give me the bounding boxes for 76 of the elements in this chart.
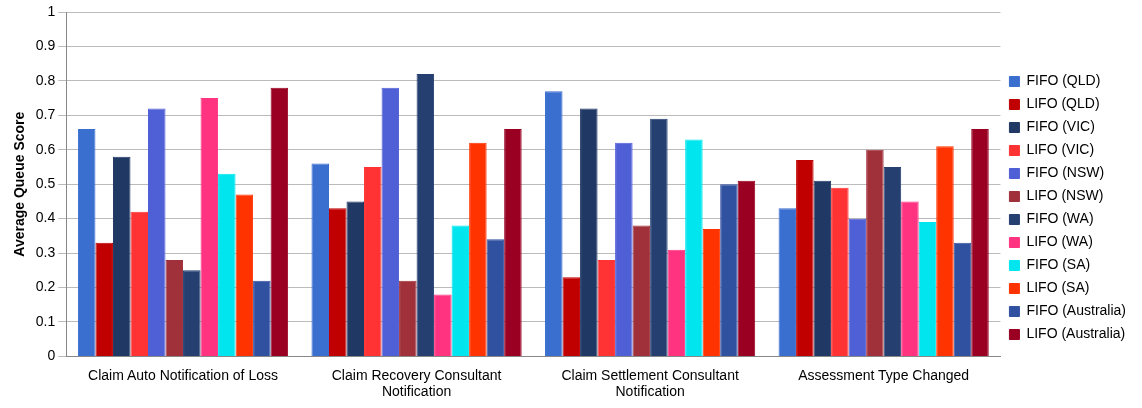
bar bbox=[936, 146, 954, 356]
legend-label: LIFO (VIC) bbox=[1026, 141, 1095, 158]
bar bbox=[562, 277, 581, 356]
bar bbox=[545, 91, 563, 356]
bar bbox=[434, 294, 452, 356]
y-tick-label: 0.1 bbox=[35, 312, 56, 329]
bar bbox=[918, 222, 937, 356]
bar bbox=[364, 166, 382, 356]
legend-label: LIFO (QLD) bbox=[1026, 95, 1100, 112]
bar bbox=[632, 225, 651, 356]
y-tick-label: 0.9 bbox=[35, 37, 56, 54]
legend-label: FIFO (Australia) bbox=[1026, 302, 1127, 319]
bar bbox=[253, 280, 271, 356]
y-tick-label: 1 bbox=[47, 2, 56, 19]
legend-label: LIFO (WA) bbox=[1026, 233, 1093, 250]
bar bbox=[813, 180, 832, 356]
bar bbox=[796, 160, 814, 356]
bar bbox=[580, 108, 598, 356]
y-tick-label: 0.5 bbox=[35, 175, 56, 192]
bar bbox=[737, 180, 756, 356]
bar bbox=[720, 184, 738, 356]
bar bbox=[831, 187, 849, 356]
bar bbox=[597, 259, 616, 356]
legend-label: FIFO (QLD) bbox=[1026, 72, 1101, 89]
legend-label: FIFO (WA) bbox=[1026, 210, 1094, 227]
bar bbox=[218, 173, 236, 356]
bar bbox=[971, 129, 989, 356]
bar bbox=[399, 280, 417, 356]
bar bbox=[883, 166, 902, 356]
bar bbox=[130, 211, 148, 356]
bar bbox=[346, 201, 365, 356]
bar bbox=[848, 218, 867, 356]
bar bbox=[778, 208, 797, 356]
y-tick-label: 0.6 bbox=[35, 140, 56, 157]
bar bbox=[183, 270, 201, 356]
bar bbox=[112, 156, 131, 356]
bar bbox=[381, 87, 400, 356]
bar bbox=[702, 228, 721, 356]
y-tick-label: 0.4 bbox=[35, 209, 56, 226]
bar bbox=[416, 73, 435, 356]
bar bbox=[329, 208, 347, 356]
bar bbox=[866, 149, 884, 356]
bar bbox=[77, 129, 96, 356]
y-tick-label: 0.3 bbox=[35, 243, 56, 260]
x-tick-label: Claim Settlement Consultant Notification bbox=[561, 366, 739, 400]
bar bbox=[469, 142, 487, 356]
bar bbox=[148, 108, 166, 356]
bar bbox=[270, 87, 289, 356]
bar bbox=[504, 129, 522, 356]
bar bbox=[311, 163, 329, 356]
bar bbox=[235, 194, 254, 356]
bar bbox=[685, 139, 703, 356]
legend-label: FIFO (NSW) bbox=[1026, 164, 1105, 181]
bar bbox=[165, 259, 184, 356]
bar bbox=[667, 249, 686, 356]
legend-label: LIFO (SA) bbox=[1026, 279, 1090, 296]
x-tick-label: Claim Auto Notification of Loss bbox=[88, 366, 278, 383]
bar bbox=[200, 98, 219, 356]
bar bbox=[95, 242, 113, 356]
legend-label: FIFO (SA) bbox=[1026, 256, 1091, 273]
y-tick-label: 0.8 bbox=[35, 71, 56, 88]
bar bbox=[953, 242, 972, 356]
bar bbox=[615, 142, 633, 356]
y-axis-title: Average Queue Score bbox=[11, 111, 28, 257]
bar bbox=[650, 118, 668, 356]
y-tick-label: 0 bbox=[47, 347, 56, 364]
bar bbox=[451, 225, 470, 356]
y-tick-label: 0.7 bbox=[35, 106, 56, 123]
legend-label: LIFO (NSW) bbox=[1026, 187, 1104, 204]
bar bbox=[486, 239, 505, 356]
legend-label: LIFO (Australia) bbox=[1026, 325, 1126, 342]
legend-label: FIFO (VIC) bbox=[1026, 118, 1095, 135]
x-tick-label: Claim Recovery Consultant Notification bbox=[331, 366, 502, 400]
x-tick-label: Assessment Type Changed bbox=[798, 366, 970, 383]
bar bbox=[901, 201, 919, 356]
y-tick-label: 0.2 bbox=[35, 278, 56, 295]
